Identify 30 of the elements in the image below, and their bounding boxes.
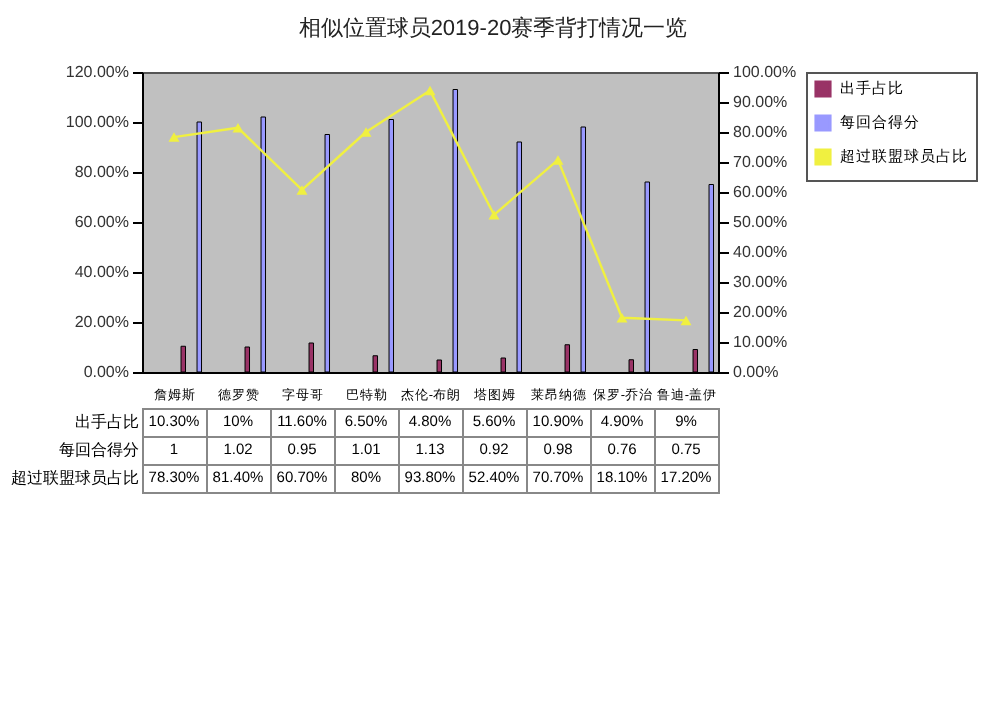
y-tick-label: 120.00% xyxy=(65,63,129,81)
y2-tick-label: 60.00% xyxy=(733,183,788,201)
y-tick-label: 20.00% xyxy=(74,313,129,331)
y2-tick-label: 40.00% xyxy=(733,243,788,261)
point xyxy=(360,127,372,137)
point xyxy=(296,185,308,195)
chart-title: 相似位置球员2019-20赛季背打情况一览 xyxy=(298,15,688,41)
y2-tick-label: 0.00% xyxy=(733,363,779,381)
y2-tick-label: 80.00% xyxy=(733,123,788,141)
y-tick-label: 40.00% xyxy=(74,263,129,281)
y2-tick-label: 90.00% xyxy=(733,93,788,111)
point xyxy=(232,123,244,133)
point xyxy=(424,85,436,96)
point xyxy=(168,132,180,142)
y2-tick-label: 20.00% xyxy=(733,303,788,321)
y-tick-label: 60.00% xyxy=(74,213,129,231)
text: 每回合得分 xyxy=(59,441,139,459)
y2-tick-label: 50.00% xyxy=(733,213,788,231)
y2-tick-label: 30.00% xyxy=(733,273,788,291)
text: 超过联盟球员占比 xyxy=(11,469,139,487)
y-tick-label: 80.00% xyxy=(74,163,129,181)
y2-tick-label: 70.00% xyxy=(733,153,788,171)
y-tick-label: 0.00% xyxy=(83,363,129,381)
text: 出手占比 xyxy=(75,413,139,431)
point xyxy=(680,315,692,326)
y-tick-label: 100.00% xyxy=(65,113,129,131)
point xyxy=(552,155,564,165)
y2-tick-label: 10.00% xyxy=(733,333,788,351)
point xyxy=(488,210,500,220)
y2-tick-label: 100.00% xyxy=(733,63,797,81)
